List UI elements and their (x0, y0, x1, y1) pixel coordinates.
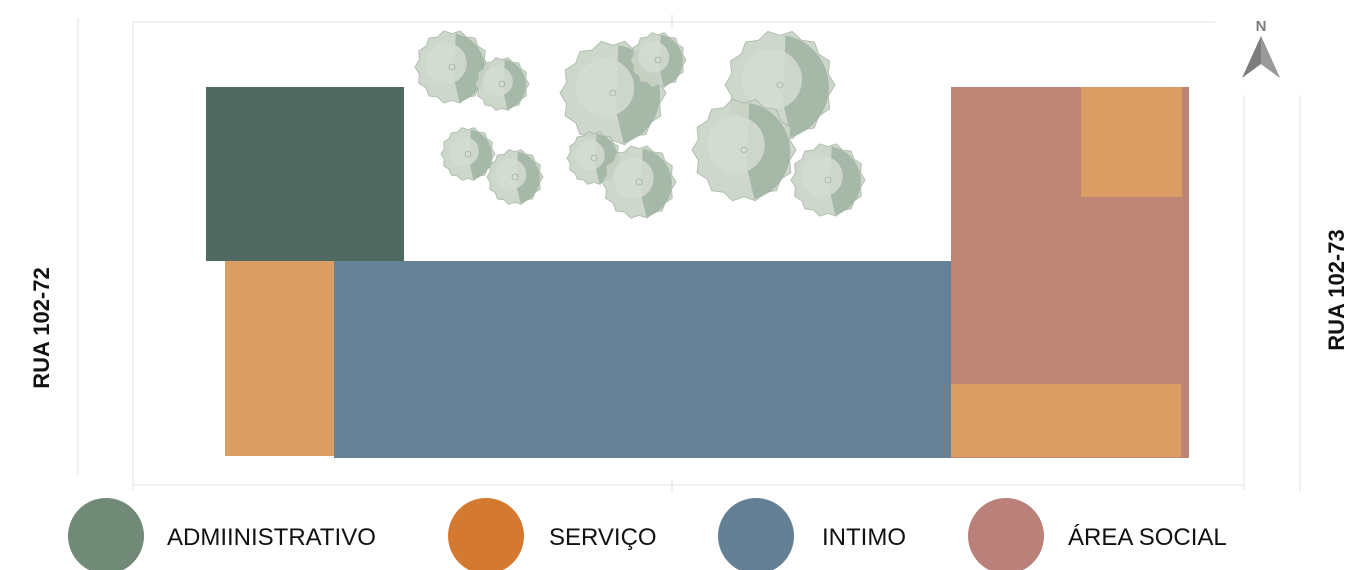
tree-icon (790, 143, 866, 217)
tree-icon (629, 32, 687, 88)
zone-administrativo (206, 87, 404, 261)
legend-swatch-administrativo (68, 498, 144, 570)
legend-label-intimo: INTIMO (822, 524, 906, 551)
north-arrow-icon (1242, 36, 1280, 78)
zone-intimo (334, 261, 951, 458)
tree-icon (414, 30, 490, 104)
tree-icon (474, 57, 530, 111)
north-label: N (1256, 18, 1267, 35)
tree-icon (691, 98, 797, 202)
legend-label-servico: SERVIÇO (549, 524, 657, 551)
guide-lines (77, 14, 1301, 492)
legend-swatch-area-social (968, 498, 1044, 570)
legend-swatch-servico (448, 498, 524, 570)
street-label-right: RUA 102-73 (1324, 229, 1349, 351)
legend-swatch-intimo (718, 498, 794, 570)
trees (414, 30, 866, 219)
zone-servico-top-right (1081, 87, 1182, 197)
zone-servico-left (225, 261, 335, 456)
street-label-left: RUA 102-72 (29, 267, 54, 389)
legend-label-area-social: ÁREA SOCIAL (1068, 524, 1227, 551)
tree-icon (601, 145, 677, 219)
zone-servico-bottom-right (951, 384, 1181, 457)
tree-icon (486, 149, 544, 205)
legend-label-administrativo: ADMIINISTRATIVO (167, 524, 376, 551)
tree-icon (440, 127, 496, 181)
